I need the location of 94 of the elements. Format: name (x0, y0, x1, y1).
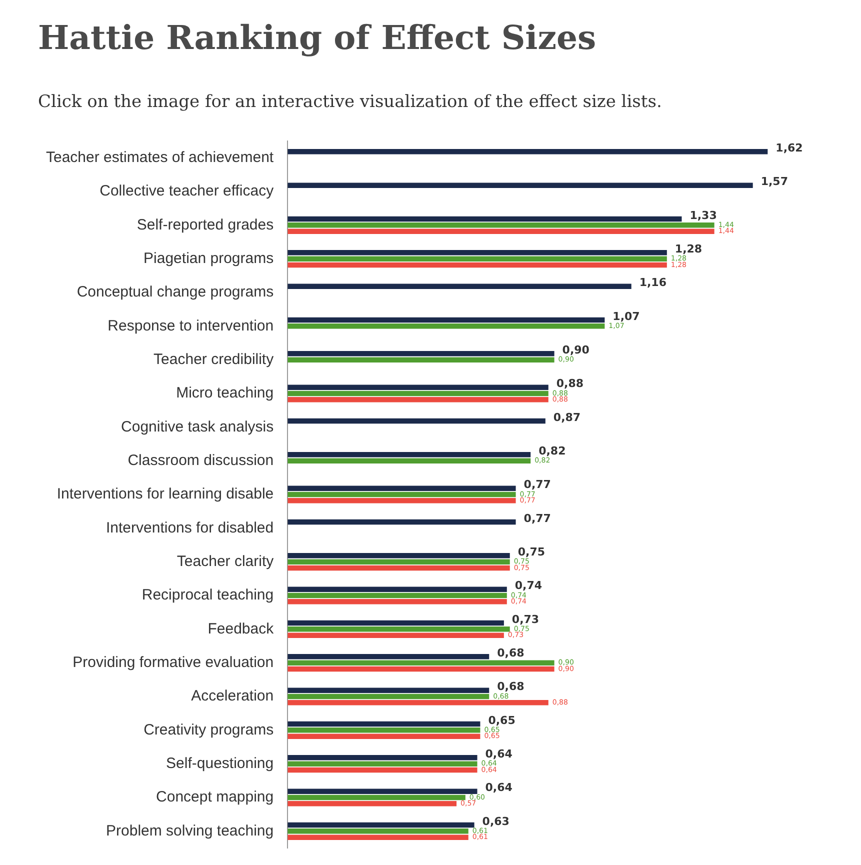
bar (288, 666, 554, 672)
data-label: 0,75 (518, 546, 545, 559)
bar (288, 397, 548, 402)
y-tick-label: Concept mapping (156, 788, 274, 806)
bar (288, 721, 480, 727)
bar (288, 351, 554, 356)
bar (288, 492, 516, 498)
bar (288, 694, 490, 700)
bar (288, 834, 468, 840)
data-label: 0,65 (488, 714, 516, 727)
y-tick-label: Collective teacher efficacy (100, 182, 274, 200)
bar (288, 317, 605, 323)
y-tick-label: Interventions for learning disable (56, 486, 274, 503)
y-tick-label: Classroom discussion (128, 452, 274, 469)
bar (288, 262, 667, 268)
y-tick-label: Teacher estimates of achievement (46, 148, 274, 166)
y-tick-label: Cognitive task analysis (121, 418, 274, 436)
bar (288, 801, 457, 806)
bar (288, 418, 546, 424)
y-tick-label: Self-reported grades (136, 216, 274, 234)
bar (288, 632, 504, 638)
bar (288, 553, 510, 558)
bar (288, 498, 516, 504)
bar (288, 794, 466, 800)
data-label: 0,74 (514, 579, 542, 592)
bar (288, 256, 667, 262)
data-label: 0,77 (524, 478, 551, 492)
data-label: 1,16 (639, 276, 667, 290)
bar (288, 250, 667, 256)
bar (288, 182, 753, 188)
data-label: 1,28 (674, 242, 702, 256)
bar (288, 458, 531, 464)
bar (288, 654, 490, 660)
bar (288, 452, 531, 458)
bar (288, 822, 474, 828)
bar (288, 688, 490, 693)
bar (288, 700, 548, 706)
data-label: 0,88 (556, 377, 584, 390)
data-label: 0,73 (512, 612, 540, 626)
data-label: 0,63 (482, 814, 510, 828)
data-label: 1,07 (612, 310, 640, 323)
bar (288, 599, 507, 604)
y-tick-label: Interventions for disabled (106, 519, 274, 536)
data-label: 1,57 (760, 175, 788, 188)
bar (288, 565, 510, 571)
bar (288, 761, 478, 766)
data-label: 0,68 (497, 680, 524, 694)
y-tick-label: Piagetian programs (144, 250, 274, 267)
bar (288, 755, 478, 760)
chart-subtitle: Click on the image for an interactive visualization of the effect size lists. (38, 92, 662, 112)
bar (288, 284, 632, 289)
bar (288, 228, 714, 234)
bar (288, 216, 682, 222)
data-label: 0,87 (553, 410, 581, 424)
y-tick-label: Acceleration (191, 688, 274, 705)
bar (288, 486, 516, 491)
chart-title: Hattie Ranking of Effect Sizes (38, 18, 596, 57)
bar (288, 626, 510, 632)
y-tick-label: Self-questioning (166, 754, 274, 772)
data-label: 0,90 (562, 344, 590, 357)
y-tick-label: Creativity programs (144, 721, 274, 738)
data-label: 1,33 (690, 208, 717, 222)
y-tick-label: Problem solving teaching (106, 822, 274, 840)
bar (288, 149, 768, 154)
y-tick-label: Micro teaching (176, 384, 274, 402)
data-label: 1,62 (776, 142, 803, 155)
y-tick-label: Reciprocal teaching (142, 586, 274, 604)
data-label: 0,77 (524, 512, 551, 525)
y-tick-label: Teacher clarity (176, 552, 274, 570)
bar (288, 660, 554, 666)
data-label: 0,82 (538, 444, 566, 458)
y-tick-label: Response to intervention (108, 317, 274, 334)
bar (288, 357, 554, 362)
bar (288, 222, 714, 228)
bar (288, 592, 507, 598)
data-label: 0,64 (485, 748, 513, 761)
y-tick-label: Conceptual change programs (76, 284, 274, 301)
bar (288, 788, 478, 794)
bar (288, 620, 504, 626)
bar (288, 728, 480, 733)
y-tick-label: Providing formative evaluation (72, 654, 274, 671)
bar (288, 519, 516, 525)
bar (288, 734, 480, 739)
bar (288, 586, 507, 592)
bar (288, 390, 548, 396)
data-label: 0,64 (485, 781, 513, 794)
bar (288, 828, 468, 834)
y-tick-label: Teacher credibility (154, 350, 274, 368)
y-tick-label: Feedback (208, 620, 274, 638)
bar (288, 767, 478, 773)
data-label: 0,68 (497, 646, 524, 660)
bar (288, 559, 510, 564)
bar (288, 384, 548, 390)
bar (288, 324, 605, 329)
